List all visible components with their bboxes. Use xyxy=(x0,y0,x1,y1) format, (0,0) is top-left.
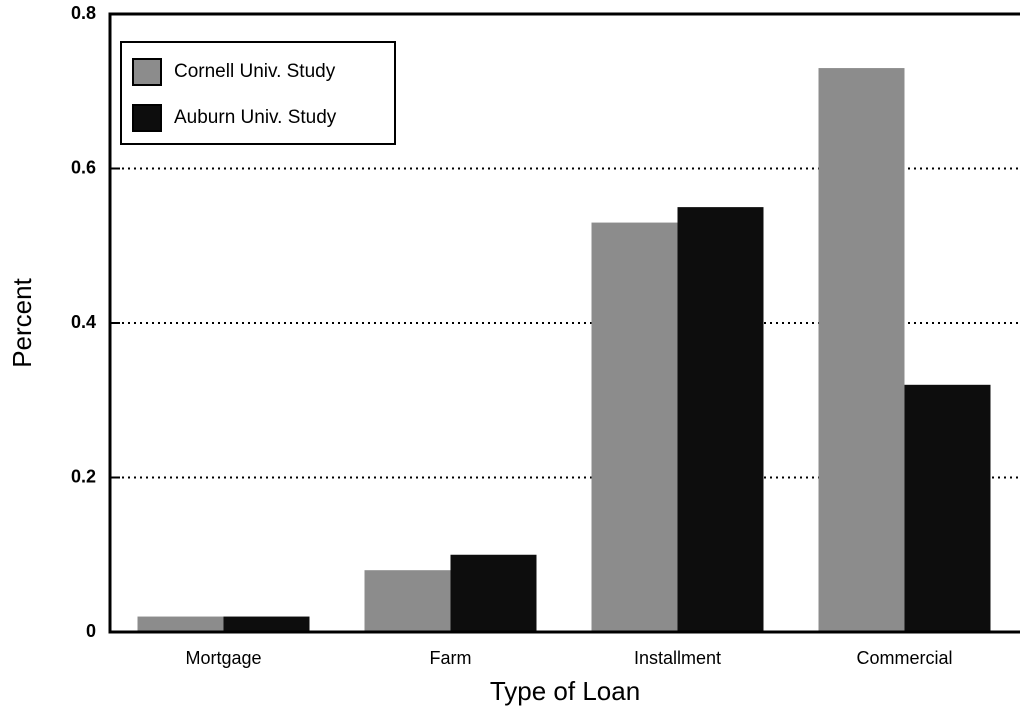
legend-label: Auburn Univ. Study xyxy=(174,107,337,128)
legend-swatch xyxy=(132,58,162,86)
bar xyxy=(364,570,451,632)
y-tick-label: 0.2 xyxy=(71,466,96,486)
y-axis-title: Percent xyxy=(7,277,37,367)
y-tick-label: 0 xyxy=(86,621,96,641)
bar xyxy=(677,207,764,632)
legend xyxy=(120,41,396,145)
x-tick-label: Mortgage xyxy=(185,648,261,668)
y-tick-label: 0.4 xyxy=(71,312,96,332)
bar xyxy=(137,616,224,632)
bar xyxy=(450,554,537,632)
x-tick-label: Installment xyxy=(634,648,721,668)
legend-swatch xyxy=(132,104,162,132)
x-tick-label: Commercial xyxy=(856,648,952,668)
legend-label: Cornell Univ. Study xyxy=(174,61,336,82)
bar xyxy=(223,616,310,632)
y-tick-label: 0.8 xyxy=(71,3,96,23)
bar xyxy=(904,384,991,632)
bar xyxy=(818,68,905,632)
y-tick-label: 0.6 xyxy=(71,157,96,177)
x-axis-title: Type of Loan xyxy=(490,676,640,706)
plot-frame xyxy=(108,12,1020,634)
x-tick-label: Farm xyxy=(430,648,472,668)
bar xyxy=(591,222,678,632)
